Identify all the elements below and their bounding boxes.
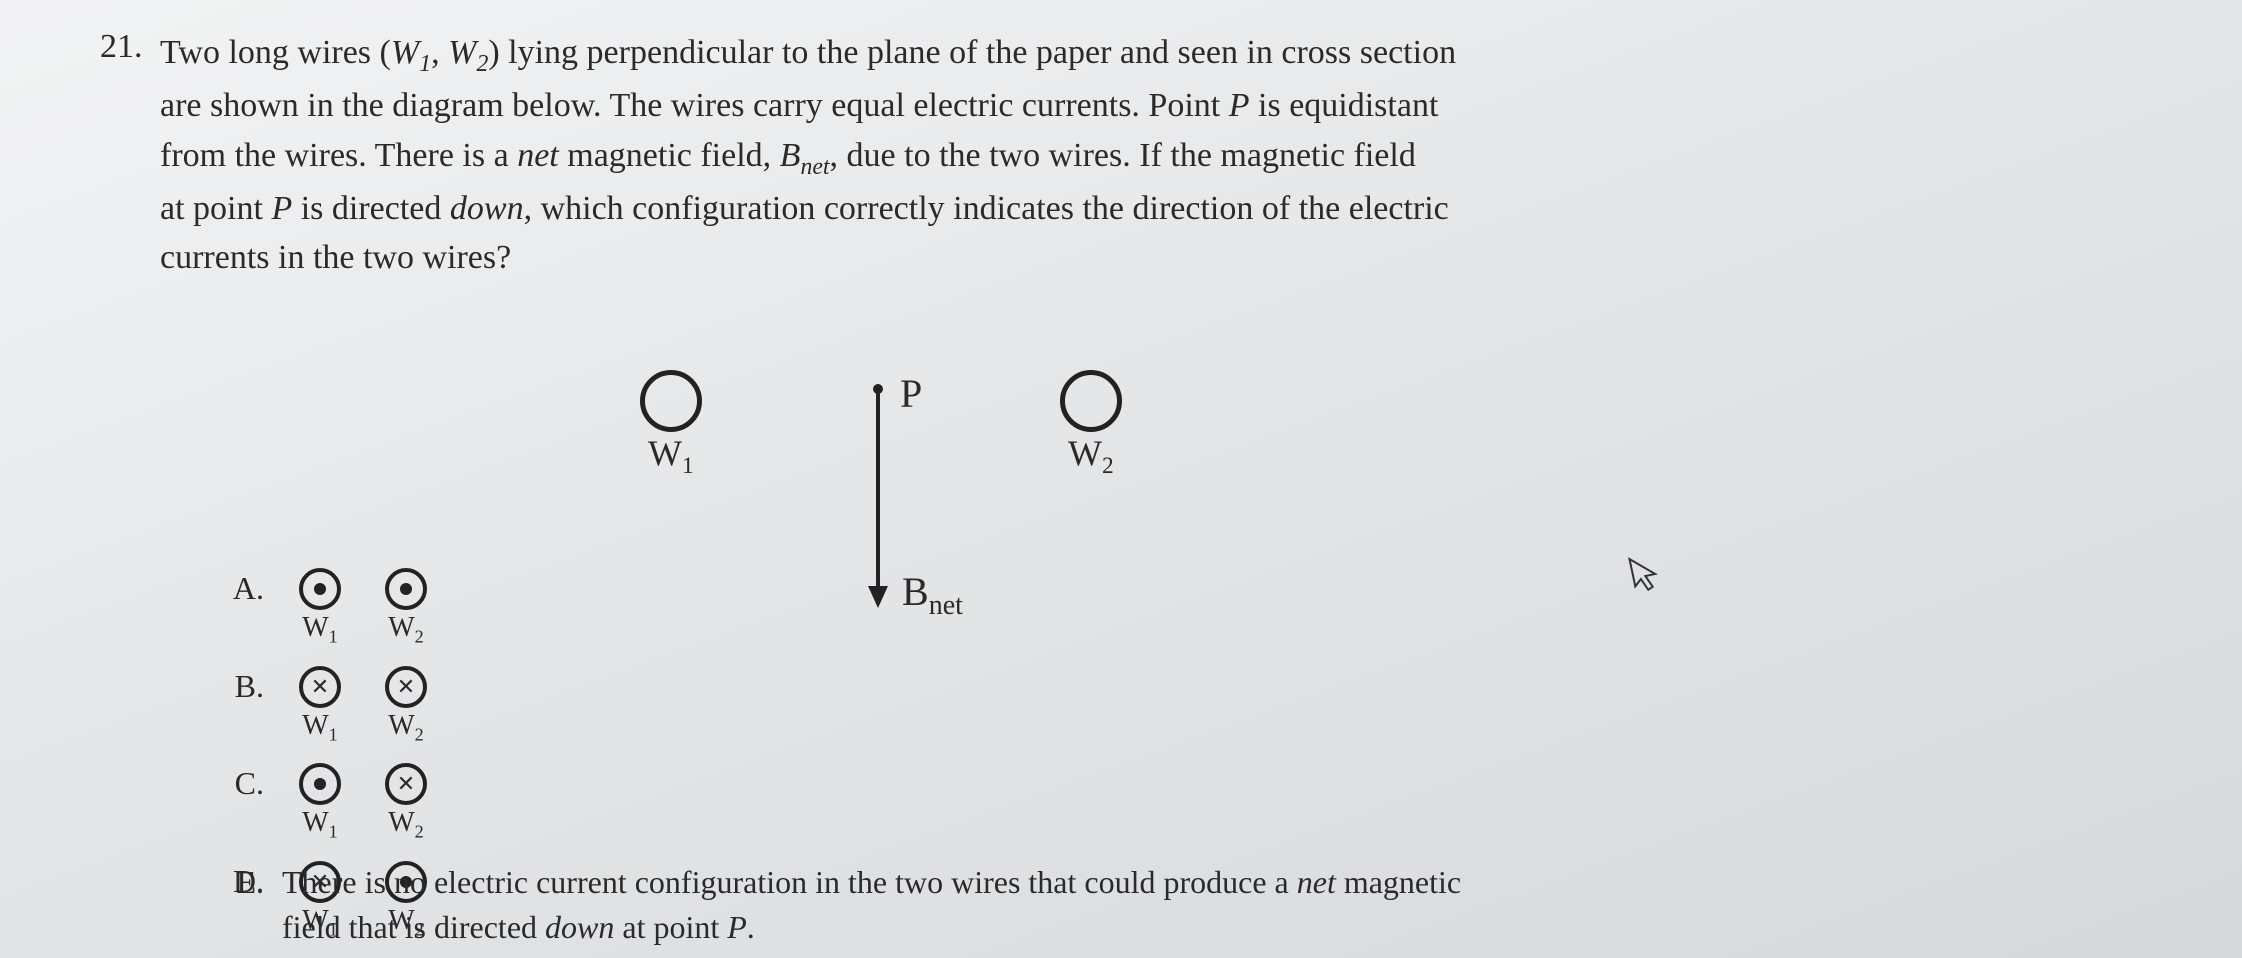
question-text: Two long wires (W1, W2) lying perpendicu…: [160, 28, 1860, 282]
wire-w1-label: W1: [648, 432, 694, 480]
cursor-icon: [1625, 551, 1667, 607]
q-net1: net: [517, 137, 559, 174]
q-line4c: , which configuration correctly indicate…: [524, 190, 1449, 227]
q-down1: down: [450, 190, 524, 227]
x-icon: ✕: [397, 676, 415, 698]
q-line3c: , due to the two wires. If the magnetic …: [830, 137, 1416, 174]
q-w1: W1: [391, 34, 431, 71]
l: W: [302, 807, 328, 838]
w1-s: 1: [682, 453, 694, 479]
q-w2-s: 2: [476, 51, 488, 77]
w2-s: 2: [1102, 453, 1114, 479]
in-icon: ✕: [385, 666, 427, 708]
choice-a-w2-label: W2: [388, 612, 424, 648]
choice-b-letter: B.: [220, 666, 264, 705]
choice-b-w1: ✕ W1: [290, 666, 350, 746]
bnet-s: net: [929, 590, 963, 621]
e-t3: field that is directed: [282, 909, 545, 945]
out-icon: [299, 568, 341, 610]
out-icon: [385, 568, 427, 610]
l: W: [388, 807, 414, 838]
bnet-label: Bnet: [902, 568, 963, 622]
choice-a-w1: W1: [290, 568, 350, 648]
l: W: [302, 710, 328, 741]
q-line1a: Two long wires (: [160, 34, 391, 71]
x-icon: ✕: [397, 773, 415, 795]
out-icon: [299, 763, 341, 805]
e-period: .: [747, 909, 755, 945]
choice-e-text: There is no electric current configurati…: [282, 860, 1461, 950]
w2-l: W: [1068, 433, 1102, 473]
w1-l: W: [648, 433, 682, 473]
choice-b-w2-label: W2: [388, 710, 424, 746]
e-t2: magnetic: [1336, 864, 1461, 900]
choice-c: C. W1 ✕ W2: [220, 763, 436, 843]
q-line3a: from the wires. There is a: [160, 137, 517, 174]
q-bnet-b: B: [780, 137, 801, 174]
choice-b: B. ✕ W1 ✕ W2: [220, 666, 436, 746]
question-number: 21.: [100, 28, 143, 66]
wire-w1-circle: [640, 370, 702, 432]
s: 2: [415, 627, 424, 647]
choice-a: A. W1 W2: [220, 568, 436, 648]
q-line5: currents in the two wires?: [160, 239, 511, 276]
e-t1: There is no electric current configurati…: [282, 864, 1297, 900]
q-p1: P: [1229, 87, 1250, 124]
q-bnet: Bnet: [780, 137, 830, 174]
dot-icon: [314, 778, 326, 790]
l: W: [388, 612, 414, 643]
s: 1: [329, 724, 338, 744]
q-bnet-s: net: [800, 153, 829, 179]
choice-b-w2: ✕ W2: [376, 666, 436, 746]
q-line4a: at point: [160, 190, 271, 227]
choice-e: E. There is no electric current configur…: [220, 860, 1920, 950]
page: 21. Two long wires (W1, W2) lying perpen…: [0, 0, 2242, 958]
e-down: down: [545, 909, 614, 945]
e-net: net: [1297, 864, 1336, 900]
q-w1-l: W: [391, 34, 419, 71]
q-line3b: magnetic field,: [559, 137, 780, 174]
in-icon: ✕: [385, 763, 427, 805]
choice-c-w2-label: W2: [388, 807, 424, 843]
q-w2: W2: [448, 34, 488, 71]
x-icon: ✕: [311, 676, 329, 698]
bnet-b: B: [902, 569, 929, 614]
q-w1-s: 1: [419, 51, 431, 77]
s: 1: [329, 822, 338, 842]
dot-icon: [314, 583, 326, 595]
diagram: W1 W2 P Bnet: [640, 370, 1200, 630]
wire-w2-label: W2: [1068, 432, 1114, 480]
choice-c-w1-label: W1: [302, 807, 338, 843]
bnet-arrow-line: [876, 390, 880, 590]
choice-b-w1-label: W1: [302, 710, 338, 746]
bnet-arrow-head: [868, 586, 888, 608]
choice-c-letter: C.: [220, 763, 264, 802]
choice-a-w1-label: W1: [302, 612, 338, 648]
q-line2b: is equidistant: [1250, 87, 1439, 124]
s: 1: [329, 627, 338, 647]
choice-a-w2: W2: [376, 568, 436, 648]
choice-a-letter: A.: [220, 568, 264, 607]
in-icon: ✕: [299, 666, 341, 708]
l: W: [388, 710, 414, 741]
choice-e-letter: E.: [220, 860, 264, 950]
dot-icon: [400, 583, 412, 595]
p-label: P: [900, 370, 922, 417]
s: 2: [415, 724, 424, 744]
q-w2-l: W: [448, 34, 476, 71]
q-line1b: ) lying perpendicular to the plane of th…: [488, 34, 1456, 71]
s: 2: [415, 822, 424, 842]
e-p: P: [727, 909, 747, 945]
choice-c-w1: W1: [290, 763, 350, 843]
q-line2: are shown in the diagram below. The wire…: [160, 87, 1229, 124]
q-comma: ,: [431, 34, 448, 71]
q-line4b: is directed: [292, 190, 450, 227]
choice-c-w2: ✕ W2: [376, 763, 436, 843]
e-t4: at point: [614, 909, 727, 945]
q-p2: P: [271, 190, 292, 227]
wire-w2-circle: [1060, 370, 1122, 432]
l: W: [302, 612, 328, 643]
